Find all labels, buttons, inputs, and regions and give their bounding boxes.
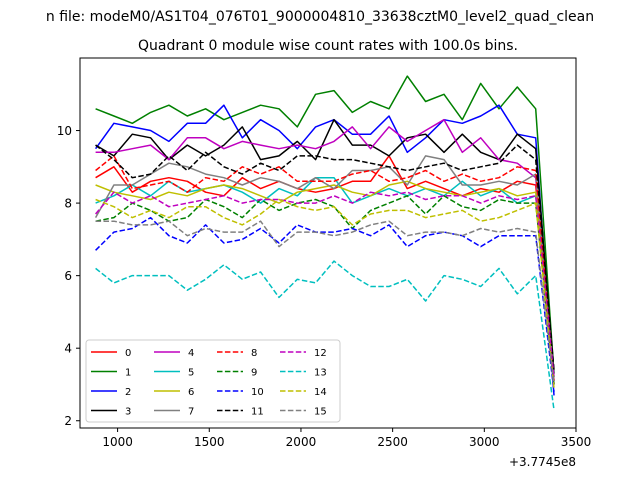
series-line-3 — [95, 118, 555, 374]
series-line-15 — [95, 220, 555, 385]
legend-box — [85, 339, 341, 423]
series-line-10 — [95, 216, 555, 392]
legend-label-13: 13 — [314, 368, 327, 379]
series-line-14 — [95, 198, 555, 389]
legend-label-12: 12 — [314, 348, 327, 359]
series-line-7 — [94, 155, 555, 378]
legend-label-3: 3 — [125, 407, 131, 418]
x-offset-label: +3.7745e8 — [509, 455, 576, 469]
legend-label-4: 4 — [188, 348, 194, 359]
chart-title: Quadrant 0 module wise count rates with … — [138, 38, 518, 54]
legend-label-2: 2 — [125, 387, 131, 398]
legend-label-0: 0 — [125, 348, 131, 359]
x-tick-label: 1500 — [194, 435, 225, 449]
y-tick-label: 4 — [64, 342, 72, 356]
x-tick-label: 2000 — [286, 435, 317, 449]
series-line-12 — [95, 191, 555, 378]
legend-label-6: 6 — [188, 387, 194, 398]
x-tick-label: 1000 — [102, 435, 133, 449]
series-line-6 — [95, 180, 555, 385]
x-tick-label: 3500 — [561, 435, 592, 449]
x-tick-label: 2500 — [377, 435, 408, 449]
series-line-9 — [95, 195, 555, 385]
series-line-13 — [95, 260, 555, 411]
y-tick-label: 2 — [64, 414, 72, 428]
series-line-2 — [94, 104, 555, 396]
legend-label-11: 11 — [251, 407, 264, 418]
legend-label-5: 5 — [188, 368, 194, 379]
legend-label-9: 9 — [251, 368, 257, 379]
legend-label-14: 14 — [314, 387, 327, 398]
plot-frame — [79, 57, 577, 429]
series-line-4 — [95, 118, 555, 381]
x-axis: 1000 1500 2000 2500 3000 3500 — [102, 428, 591, 449]
x-tick-label: 3000 — [469, 435, 500, 449]
series-line-11 — [95, 144, 555, 371]
series-layer — [94, 75, 555, 411]
y-tick-label: 6 — [64, 269, 72, 283]
chart-suptitle: n file: modeM0/AS1T04_076T01_9000004810_… — [46, 9, 594, 25]
series-line-0 — [95, 155, 555, 385]
legend-label-15: 15 — [314, 407, 327, 418]
legend-label-1: 1 — [125, 368, 131, 379]
y-axis: 2 4 6 8 10 — [57, 124, 80, 428]
legend-label-10: 10 — [251, 387, 264, 398]
y-tick-label: 10 — [57, 124, 72, 138]
legend-label-8: 8 — [251, 348, 257, 359]
series-line-1 — [95, 75, 555, 374]
legend-label-7: 7 — [188, 407, 194, 418]
y-tick-label: 8 — [64, 197, 72, 211]
